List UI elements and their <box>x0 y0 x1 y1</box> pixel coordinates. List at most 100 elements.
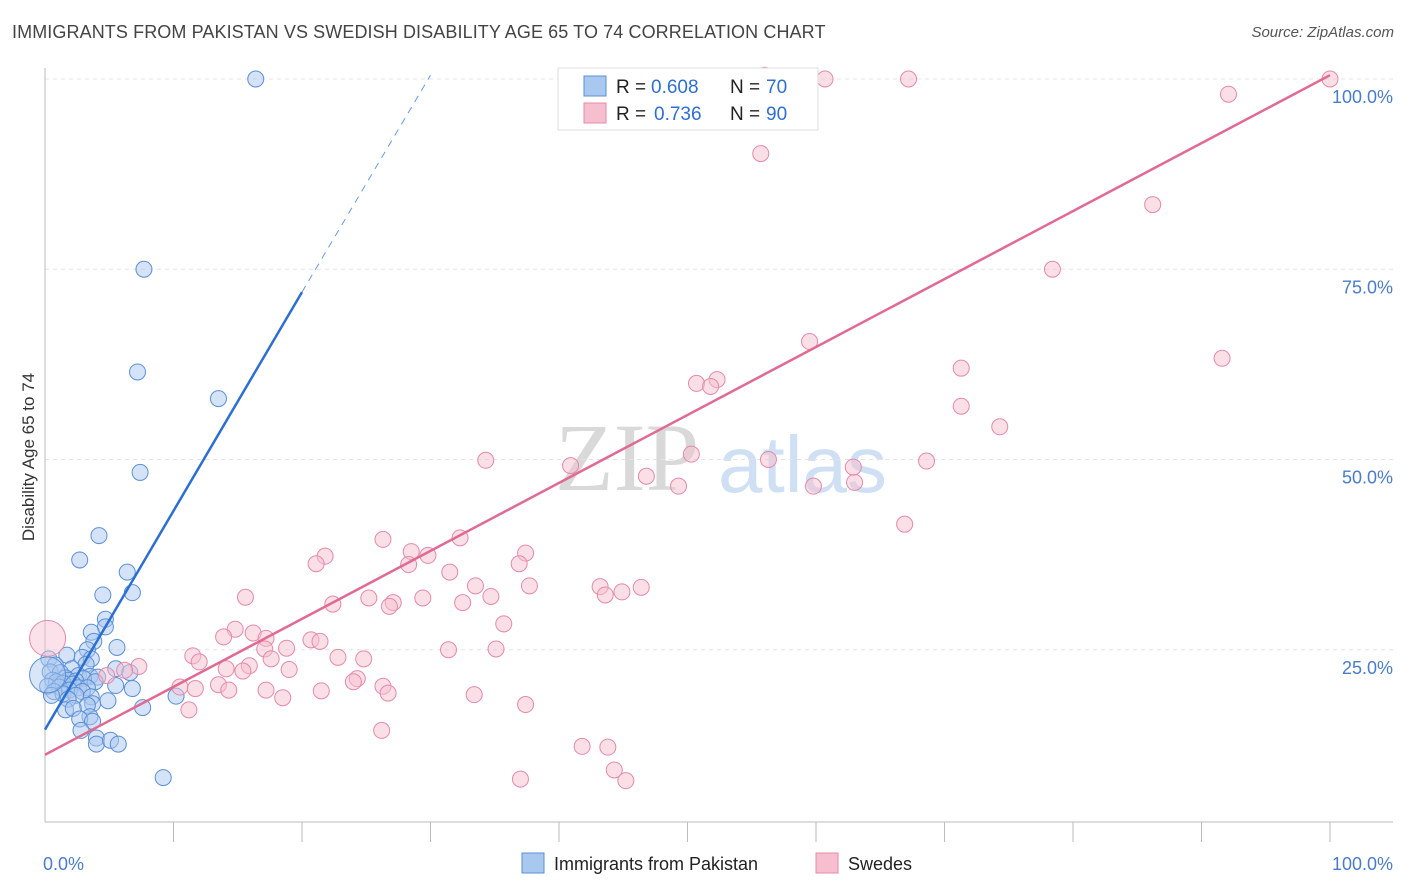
swedes-point-95 <box>29 619 67 657</box>
swedes-point-65 <box>355 650 373 668</box>
swedes-point-42 <box>613 583 631 601</box>
swedes-point-36 <box>510 555 528 573</box>
pakistan-point-6 <box>71 551 89 569</box>
swedes-point-60 <box>278 639 296 657</box>
stats-legend: R = 0.608 N = 70 R = 0.736 N = 90 <box>557 67 819 131</box>
swedes-point-71 <box>130 657 148 675</box>
swedes-point-58 <box>311 632 329 650</box>
swedes-point-62 <box>439 641 457 659</box>
swedes-point-80 <box>186 680 204 698</box>
swedes-point-7 <box>1144 196 1162 214</box>
swedes-point-38 <box>466 577 484 595</box>
legend-n-label-swedes: N = <box>730 104 760 125</box>
swedes-point-76 <box>344 673 362 691</box>
swedes-point-47 <box>454 594 472 612</box>
series-pakistan-points <box>29 70 265 787</box>
pakistan-point-1 <box>135 260 153 278</box>
swedes-point-18 <box>477 451 495 469</box>
legend-swatch-swedes <box>583 102 607 124</box>
pakistan-point-14 <box>108 638 126 656</box>
swedes-point-86 <box>274 689 292 707</box>
swedes-point-81 <box>220 681 238 699</box>
pakistan-point-69 <box>29 656 67 694</box>
swedes-point-92 <box>605 761 623 779</box>
legend-n-value-pakistan: 70 <box>766 77 787 98</box>
chart-title: IMMIGRANTS FROM PAKISTAN VS SWEDISH DISA… <box>12 22 826 42</box>
pakistan-point-8 <box>94 586 112 604</box>
swedes-point-49 <box>380 597 398 615</box>
swedes-point-8 <box>1043 260 1061 278</box>
trend-line-pakistan-extension <box>301 74 431 293</box>
swedes-point-27 <box>896 515 914 533</box>
swedes-point-88 <box>180 701 198 719</box>
swedes-point-59 <box>487 640 505 658</box>
swedes-point-70 <box>280 661 298 679</box>
bottom-legend-label-swedes: Swedes <box>848 854 912 874</box>
swedes-point-56 <box>215 628 233 646</box>
swedes-point-6 <box>752 145 770 163</box>
x-tick-label-min: 0.0% <box>43 854 84 874</box>
pakistan-point-54 <box>99 692 117 710</box>
trend-lines <box>43 74 1331 756</box>
swedes-point-23 <box>846 473 864 491</box>
swedes-point-91 <box>599 738 617 756</box>
swedes-point-67 <box>190 653 208 671</box>
swedes-point-17 <box>759 451 777 468</box>
swedes-point-21 <box>562 457 580 475</box>
swedes-point-66 <box>262 650 280 668</box>
pakistan-point-2 <box>129 363 147 381</box>
pakistan-point-67 <box>109 735 127 753</box>
swedes-point-26 <box>804 477 822 495</box>
swedes-point-29 <box>374 530 392 548</box>
pakistan-point-4 <box>131 463 149 481</box>
swedes-point-15 <box>1213 349 1231 367</box>
bottom-legend-label-pakistan: Immigrants from Pakistan <box>554 854 758 874</box>
swedes-point-19 <box>670 477 688 495</box>
swedes-point-69 <box>217 660 235 678</box>
legend-r-value-swedes: 0.736 <box>654 104 702 125</box>
legend-n-value-swedes: 90 <box>766 104 787 125</box>
swedes-point-34 <box>307 555 325 573</box>
trend-line-swedes <box>44 74 1331 756</box>
legend-r-label-swedes: R = <box>616 104 646 125</box>
trend-line-pakistan <box>43 291 304 731</box>
grid <box>45 78 1393 651</box>
swedes-point-16 <box>991 418 1009 436</box>
swedes-point-84 <box>465 686 483 704</box>
swedes-point-72 <box>116 661 134 679</box>
series-legend: Immigrants from Pakistan Swedes <box>521 852 912 874</box>
swedes-point-24 <box>918 452 936 470</box>
swedes-point-74 <box>98 667 116 685</box>
pakistan-point-65 <box>87 735 105 753</box>
swedes-point-50 <box>236 588 254 606</box>
y-tick-label-0: 25.0% <box>1342 658 1393 678</box>
swedes-point-51 <box>360 589 378 607</box>
pakistan-point-68 <box>154 769 172 787</box>
y-tick-label-2: 75.0% <box>1342 277 1393 297</box>
pakistan-point-5 <box>90 527 108 545</box>
chart-source: Source: ZipAtlas.com <box>1251 24 1394 41</box>
swedes-point-73 <box>234 662 252 680</box>
swedes-point-25 <box>844 458 862 476</box>
swedes-point-87 <box>517 696 535 714</box>
pakistan-point-0 <box>247 70 265 88</box>
y-axis-title: Disability Age 65 to 74 <box>19 373 38 541</box>
swedes-point-45 <box>414 589 432 607</box>
bottom-legend-swatch-swedes <box>815 852 839 874</box>
swedes-point-82 <box>257 681 275 699</box>
legend-n-label-pakistan: N = <box>730 77 760 98</box>
swedes-point-44 <box>482 587 500 605</box>
swedes-point-22 <box>682 445 700 463</box>
swedes-point-1 <box>816 70 834 88</box>
pakistan-point-44 <box>123 680 141 698</box>
swedes-point-64 <box>329 648 347 666</box>
swedes-point-10 <box>687 374 705 392</box>
swedes-point-52 <box>495 615 513 633</box>
series-swedes-points <box>29 66 1339 790</box>
swedes-point-12 <box>702 377 720 395</box>
legend-swatch-pakistan <box>583 75 607 97</box>
pakistan-point-3 <box>209 390 227 408</box>
swedes-point-20 <box>637 467 655 485</box>
pakistan-point-7 <box>118 563 136 581</box>
